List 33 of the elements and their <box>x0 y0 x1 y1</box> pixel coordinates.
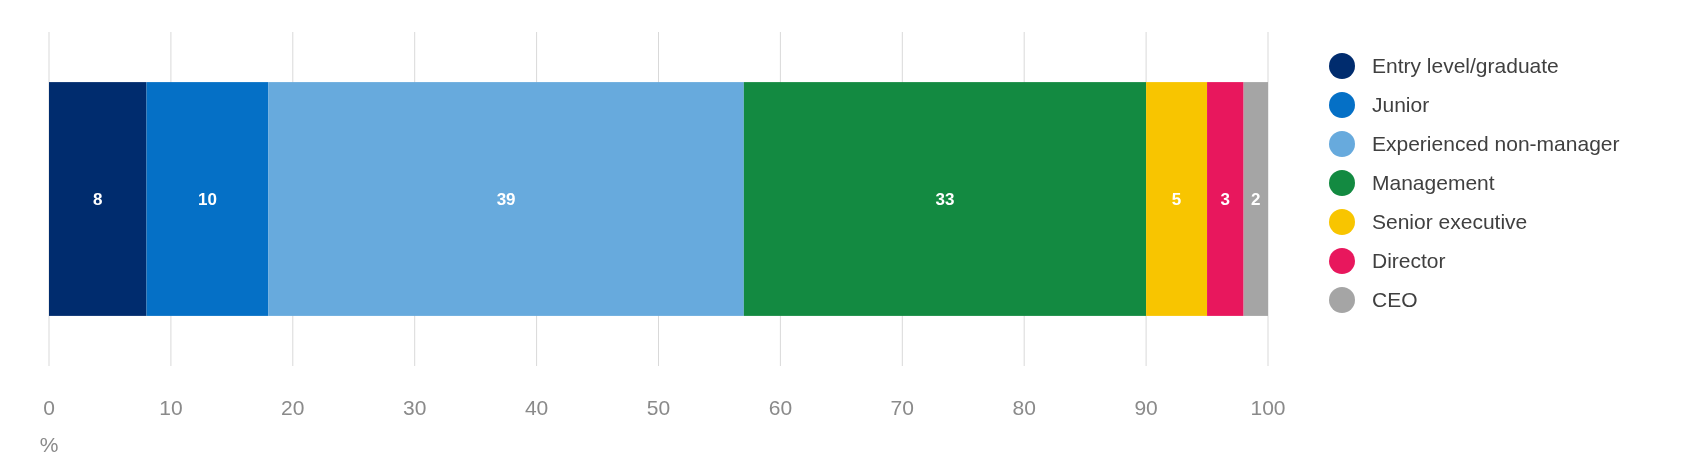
data-label: 2 <box>1251 189 1261 209</box>
data-label: 10 <box>198 189 217 209</box>
x-axis-title: % <box>39 433 59 457</box>
x-tick-label: 50 <box>646 396 671 420</box>
bar <box>146 82 269 316</box>
legend-label: Junior <box>1372 93 1430 117</box>
bar <box>743 82 1147 316</box>
legend-label: Management <box>1372 171 1495 195</box>
data-label: 5 <box>1171 189 1182 209</box>
bar <box>49 82 147 316</box>
x-tick-label: 10 <box>159 396 183 420</box>
x-tick-label: 20 <box>281 396 305 420</box>
legend-label: CEO <box>1372 288 1418 312</box>
x-tick-label: 70 <box>890 396 914 420</box>
bar <box>1146 82 1208 316</box>
legend-label: Experienced non-manager <box>1372 132 1620 156</box>
data-label: 39 <box>496 189 516 209</box>
x-tick-label: 60 <box>768 396 793 420</box>
data-label: 3 <box>1220 189 1231 209</box>
legend-label: Senior executive <box>1372 210 1528 234</box>
data-label: 8 <box>93 189 103 209</box>
x-tick-label: 80 <box>1012 396 1036 420</box>
x-tick-label: 40 <box>524 396 549 420</box>
x-tick-label: 100 <box>1250 396 1286 420</box>
x-tick-label: 0 <box>43 396 55 420</box>
legend-label: Entry level/graduate <box>1372 54 1559 78</box>
bar <box>1207 82 1244 316</box>
x-tick-label: 90 <box>1134 396 1158 420</box>
legend-label: Director <box>1372 249 1446 273</box>
x-tick-label: 30 <box>403 396 427 420</box>
bar <box>1243 82 1268 316</box>
data-label: 33 <box>935 189 955 209</box>
bar <box>268 82 744 316</box>
